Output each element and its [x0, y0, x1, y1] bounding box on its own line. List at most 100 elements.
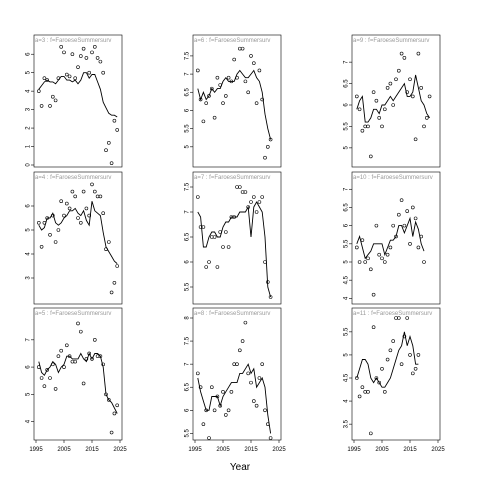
- panel-9: a=11 : f=FaroeseSummersurv 3.5 4 4.5 5 5.5 199…: [344, 307, 445, 453]
- data-point: [210, 385, 214, 390]
- data-point: [360, 128, 365, 133]
- data-point: [65, 343, 69, 348]
- data-point: [377, 252, 382, 257]
- panel-title: a=9 : f=FaroeseSummersurv: [353, 38, 429, 44]
- data-point: [53, 240, 58, 244]
- x-tick-label: 2015: [85, 447, 99, 453]
- data-point: [204, 408, 208, 413]
- y-tick-label: 6: [185, 408, 191, 412]
- data-point: [380, 256, 384, 261]
- data-point: [112, 280, 117, 285]
- panel-frame: [351, 34, 441, 168]
- data-point: [101, 70, 105, 75]
- data-point: [56, 354, 61, 358]
- data-point: [50, 94, 55, 99]
- data-point: [366, 124, 370, 129]
- y-tick-label: 5: [26, 70, 32, 74]
- data-point: [368, 267, 373, 272]
- data-point: [357, 394, 362, 399]
- y-tick-label: 5.5: [185, 429, 191, 438]
- panel-title: a=11 : f=FaroeseSummersurv: [353, 311, 432, 317]
- data-point: [95, 56, 100, 60]
- x-tick-label: 2005: [57, 447, 71, 453]
- data-point: [263, 155, 267, 160]
- y-tick-label: 7: [26, 337, 32, 341]
- data-point: [215, 394, 220, 399]
- panel-8: a=10 : f=FaroeseSummersurv 4 4.5 5 5.5 6 6.5 7: [344, 171, 441, 305]
- data-point: [204, 265, 208, 269]
- data-point: [257, 376, 262, 380]
- data-point: [84, 56, 89, 60]
- data-point: [416, 51, 421, 56]
- data-point: [380, 366, 384, 371]
- data-point: [224, 230, 228, 234]
- data-point: [254, 101, 259, 105]
- data-point: [396, 68, 401, 73]
- y-tick-label: 6.5: [344, 203, 350, 212]
- panel-5: a=7 : f=FaroeseSummersurv 5.5 6 6.5 7 7.5: [185, 171, 282, 305]
- data-point: [249, 380, 253, 385]
- data-point: [402, 56, 407, 60]
- fit-line: [197, 201, 272, 298]
- data-point: [357, 107, 362, 112]
- data-point: [45, 368, 50, 372]
- y-tick-label: 7.5: [185, 182, 191, 191]
- data-point: [265, 145, 270, 149]
- data-point: [235, 362, 239, 366]
- data-point: [79, 54, 83, 58]
- data-point: [76, 216, 80, 220]
- data-point: [408, 353, 412, 357]
- data-point: [70, 189, 75, 194]
- data-point: [240, 339, 245, 343]
- data-point: [260, 97, 265, 102]
- panel-frame: [351, 171, 441, 305]
- fit-line: [38, 72, 118, 118]
- y-tick-label: 6: [185, 260, 191, 264]
- y-tick-label: 5: [185, 144, 191, 148]
- x-tick-label: 2005: [375, 447, 389, 453]
- data-point: [413, 137, 418, 142]
- data-point: [399, 198, 404, 202]
- panel-7: a=9 : f=FaroeseSummersurv 5 5.5 6 6.5 7: [344, 34, 441, 168]
- data-point: [243, 79, 248, 84]
- data-point: [368, 154, 373, 159]
- data-point: [243, 320, 248, 325]
- y-tick-label: 5: [344, 146, 350, 150]
- data-point: [363, 260, 368, 264]
- data-point: [73, 76, 77, 81]
- x-tick-label: 2015: [403, 447, 417, 453]
- data-point: [249, 200, 253, 204]
- data-point: [377, 116, 382, 120]
- panel-2: a=4 : f=FaroeseSummersurv 3 4 5 6: [26, 171, 123, 305]
- y-tick-label: 1: [26, 144, 32, 148]
- data-point: [354, 94, 359, 99]
- data-point: [385, 252, 390, 257]
- y-tick-label: 3.5: [344, 419, 350, 428]
- data-point: [212, 408, 217, 413]
- data-point: [210, 86, 214, 91]
- data-point: [101, 211, 105, 215]
- data-point: [357, 260, 362, 264]
- data-point: [79, 329, 83, 334]
- y-tick-label: 5.5: [344, 327, 350, 336]
- y-tick-label: 3: [26, 107, 32, 111]
- data-point: [402, 223, 407, 228]
- x-tick-label: 2025: [272, 447, 286, 453]
- fit-line: [356, 331, 419, 388]
- data-point: [104, 148, 108, 153]
- x-tick-label: 2015: [244, 447, 258, 453]
- data-point: [221, 245, 225, 249]
- data-point: [377, 380, 382, 385]
- data-point: [218, 403, 222, 408]
- y-tick-label: 5: [344, 260, 350, 264]
- data-point: [249, 54, 253, 58]
- data-point: [224, 94, 228, 98]
- y-tick-label: 5.5: [185, 282, 191, 291]
- y-tick-label: 5: [26, 228, 32, 232]
- data-point: [53, 98, 58, 103]
- data-point: [391, 103, 396, 107]
- data-point: [226, 245, 231, 249]
- y-tick-label: 6: [344, 103, 350, 107]
- y-tick-label: 5: [26, 392, 32, 396]
- data-point: [84, 206, 89, 211]
